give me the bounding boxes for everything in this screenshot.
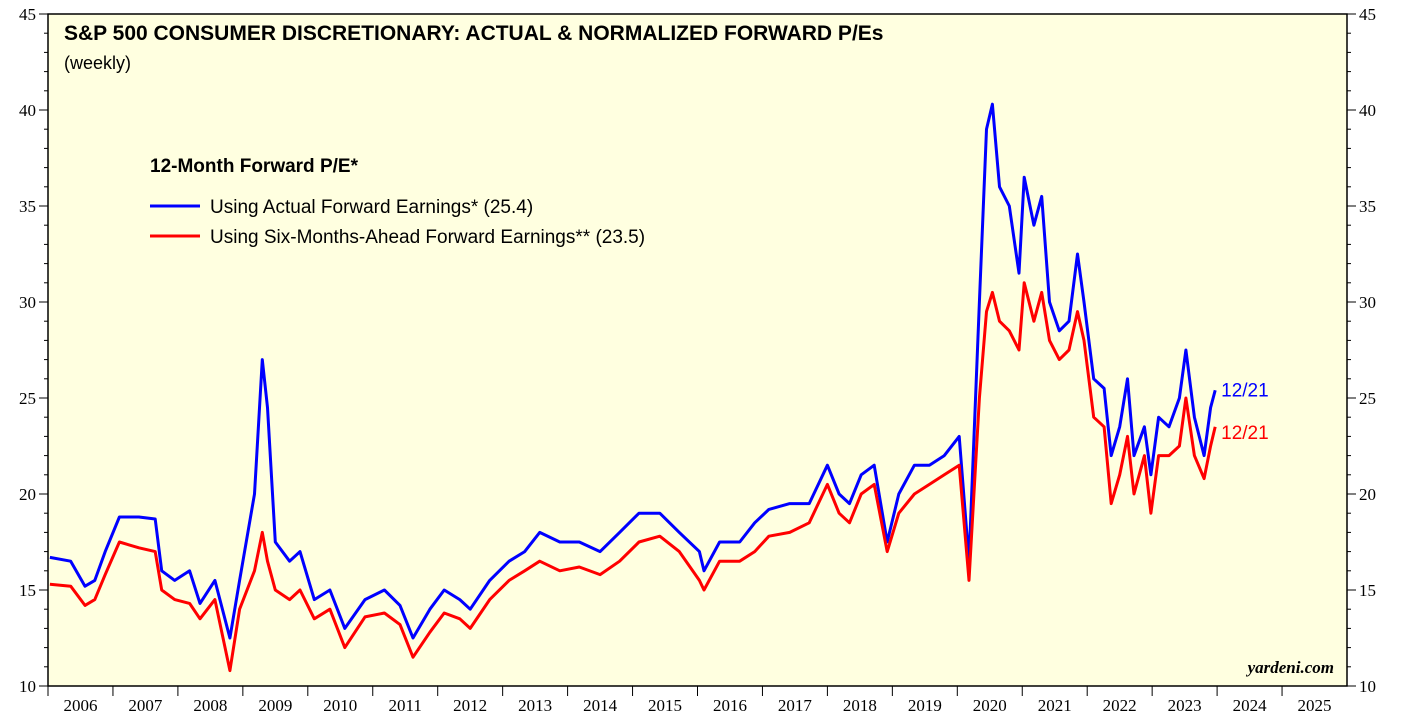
x-tick-label: 2010 bbox=[323, 696, 357, 715]
source: yardeni.com bbox=[1246, 658, 1334, 677]
y-tick-label: 40 bbox=[19, 101, 36, 120]
y-tick-label: 10 bbox=[1359, 677, 1376, 696]
y-tick-label: 45 bbox=[1359, 5, 1376, 24]
y-tick-label: 40 bbox=[1359, 101, 1376, 120]
chart-subtitle: (weekly) bbox=[64, 53, 131, 73]
y-tick-label: 15 bbox=[1359, 581, 1376, 600]
x-tick-label: 2018 bbox=[843, 696, 877, 715]
y-tick-label: 30 bbox=[19, 293, 36, 312]
x-tick-label: 2007 bbox=[128, 696, 163, 715]
y-tick-label: 35 bbox=[1359, 197, 1376, 216]
x-tick-label: 2019 bbox=[908, 696, 942, 715]
y-tick-label: 20 bbox=[19, 485, 36, 504]
series-line bbox=[49, 102, 1217, 640]
x-tick-label: 2006 bbox=[63, 696, 97, 715]
x-tick-label: 2009 bbox=[258, 696, 292, 715]
y-tick-label: 25 bbox=[19, 389, 36, 408]
y-tick-label: 10 bbox=[19, 677, 36, 696]
x-tick-label: 2020 bbox=[973, 696, 1007, 715]
y-tick-label: 25 bbox=[1359, 389, 1376, 408]
x-tick-label: 2013 bbox=[518, 696, 552, 715]
plot-area bbox=[47, 13, 1348, 687]
x-tick-label: 2016 bbox=[713, 696, 747, 715]
x-tick-label: 2011 bbox=[389, 696, 422, 715]
series-line bbox=[49, 281, 1217, 673]
y-tick-label: 45 bbox=[19, 5, 36, 24]
legend-title: 12-Month Forward P/E* bbox=[150, 156, 359, 177]
legend-label: Using Actual Forward Earnings* (25.4) bbox=[210, 197, 533, 218]
x-tick-label: 2023 bbox=[1168, 696, 1202, 715]
x-tick-label: 2008 bbox=[193, 696, 227, 715]
x-tick-label: 2015 bbox=[648, 696, 682, 715]
y-tick-label: 35 bbox=[19, 197, 36, 216]
legend-label: Using Six-Months-Ahead Forward Earnings*… bbox=[210, 227, 645, 248]
end-label: 12/21 bbox=[1221, 380, 1269, 401]
chart-title: S&P 500 CONSUMER DISCRETIONARY: ACTUAL &… bbox=[64, 22, 883, 45]
x-tick-label: 2014 bbox=[583, 696, 618, 715]
x-tick-label: 2025 bbox=[1298, 696, 1332, 715]
x-tick-label: 2012 bbox=[453, 696, 487, 715]
y-tick-label: 20 bbox=[1359, 485, 1376, 504]
x-tick-label: 2022 bbox=[1103, 696, 1137, 715]
y-tick-label: 30 bbox=[1359, 293, 1376, 312]
end-label: 12/21 bbox=[1221, 423, 1269, 444]
y-tick-label: 15 bbox=[19, 581, 36, 600]
x-tick-label: 2024 bbox=[1233, 696, 1268, 715]
x-tick-label: 2021 bbox=[1038, 696, 1072, 715]
x-tick-label: 2017 bbox=[778, 696, 813, 715]
